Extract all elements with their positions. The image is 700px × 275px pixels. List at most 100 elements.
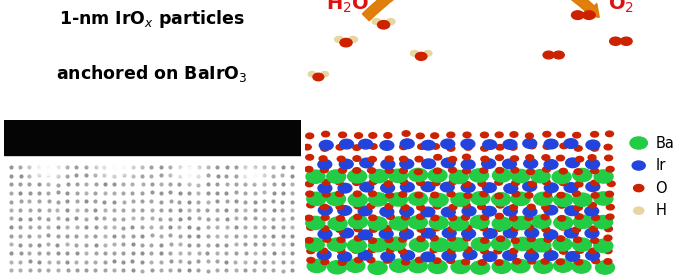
- Circle shape: [604, 144, 612, 150]
- Circle shape: [418, 144, 426, 149]
- Circle shape: [305, 238, 324, 251]
- Circle shape: [575, 205, 582, 210]
- Circle shape: [542, 205, 550, 210]
- Circle shape: [353, 156, 360, 161]
- Circle shape: [306, 170, 325, 183]
- Circle shape: [526, 133, 533, 139]
- Circle shape: [447, 248, 455, 254]
- Circle shape: [512, 180, 519, 186]
- Circle shape: [308, 72, 316, 77]
- Circle shape: [511, 192, 530, 205]
- Ellipse shape: [252, 174, 255, 175]
- Ellipse shape: [40, 165, 57, 175]
- Ellipse shape: [38, 164, 57, 176]
- Circle shape: [305, 215, 313, 221]
- Circle shape: [431, 215, 439, 221]
- Circle shape: [588, 155, 596, 160]
- Circle shape: [400, 156, 407, 162]
- Circle shape: [496, 213, 503, 219]
- Circle shape: [483, 252, 497, 262]
- Circle shape: [307, 259, 326, 273]
- Circle shape: [554, 259, 573, 272]
- Circle shape: [409, 168, 428, 182]
- Circle shape: [559, 249, 568, 254]
- Circle shape: [307, 257, 315, 263]
- Circle shape: [400, 168, 407, 174]
- Circle shape: [510, 205, 517, 210]
- Circle shape: [447, 132, 455, 138]
- Circle shape: [531, 170, 550, 183]
- Circle shape: [494, 248, 502, 254]
- Circle shape: [526, 155, 533, 160]
- Ellipse shape: [42, 166, 54, 174]
- Circle shape: [481, 146, 489, 151]
- Circle shape: [400, 207, 414, 216]
- Circle shape: [496, 145, 504, 150]
- Circle shape: [620, 37, 632, 45]
- Ellipse shape: [35, 162, 61, 178]
- Circle shape: [532, 215, 551, 228]
- Circle shape: [318, 160, 332, 169]
- Circle shape: [481, 156, 489, 162]
- Circle shape: [402, 259, 409, 265]
- Circle shape: [313, 73, 323, 81]
- Circle shape: [528, 143, 536, 149]
- Circle shape: [433, 168, 442, 174]
- Ellipse shape: [92, 150, 141, 180]
- Circle shape: [543, 51, 554, 59]
- Circle shape: [528, 258, 536, 264]
- Circle shape: [372, 19, 381, 24]
- Circle shape: [326, 192, 346, 206]
- Circle shape: [318, 229, 332, 239]
- Ellipse shape: [31, 159, 66, 180]
- Circle shape: [354, 214, 362, 220]
- Circle shape: [574, 146, 582, 151]
- Circle shape: [416, 133, 424, 139]
- Circle shape: [322, 180, 330, 185]
- Circle shape: [368, 217, 387, 230]
- Circle shape: [589, 248, 596, 254]
- Ellipse shape: [181, 168, 195, 177]
- Circle shape: [430, 238, 449, 251]
- Circle shape: [402, 214, 409, 220]
- Circle shape: [553, 51, 564, 59]
- Circle shape: [307, 202, 315, 208]
- Circle shape: [544, 160, 558, 169]
- Circle shape: [307, 192, 326, 205]
- Circle shape: [449, 179, 457, 185]
- Circle shape: [573, 169, 591, 182]
- Circle shape: [461, 214, 470, 220]
- Circle shape: [575, 156, 584, 162]
- Circle shape: [368, 238, 388, 252]
- Circle shape: [416, 214, 424, 219]
- Circle shape: [381, 252, 395, 262]
- Circle shape: [385, 237, 393, 243]
- Circle shape: [321, 167, 328, 173]
- Circle shape: [305, 238, 313, 243]
- Ellipse shape: [37, 163, 59, 176]
- Ellipse shape: [110, 161, 123, 169]
- Circle shape: [414, 169, 422, 175]
- Circle shape: [400, 139, 414, 148]
- Circle shape: [503, 140, 517, 149]
- Circle shape: [554, 216, 573, 229]
- Circle shape: [541, 214, 549, 220]
- Circle shape: [572, 260, 591, 273]
- Circle shape: [307, 225, 315, 230]
- Circle shape: [386, 19, 395, 24]
- Circle shape: [510, 132, 518, 137]
- Circle shape: [526, 225, 534, 230]
- Circle shape: [390, 259, 409, 272]
- Circle shape: [354, 235, 363, 241]
- Circle shape: [389, 217, 408, 230]
- Circle shape: [545, 183, 558, 192]
- Circle shape: [449, 238, 468, 251]
- Circle shape: [328, 238, 346, 251]
- Circle shape: [430, 192, 439, 198]
- Circle shape: [389, 169, 407, 182]
- Circle shape: [321, 215, 329, 220]
- Circle shape: [434, 155, 442, 160]
- Circle shape: [358, 230, 372, 240]
- Ellipse shape: [44, 167, 52, 172]
- Circle shape: [354, 257, 363, 263]
